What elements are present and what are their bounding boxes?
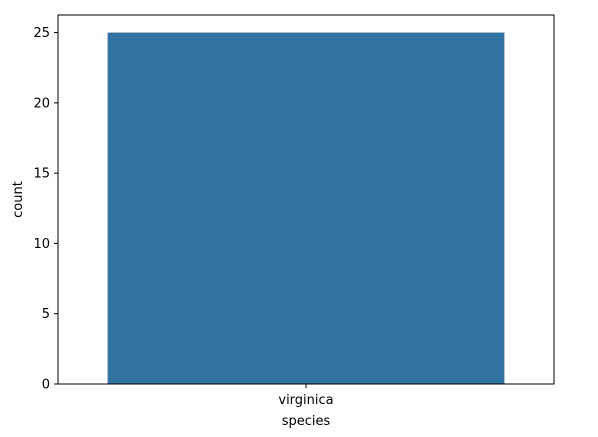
y-axis: 0 5 10 15 20 25	[33, 26, 58, 392]
y-tick-label: 5	[42, 307, 50, 322]
plot-area	[108, 33, 505, 384]
x-axis: virginica	[278, 384, 333, 408]
x-tick-label: virginica	[278, 393, 333, 408]
y-tick-label: 25	[33, 26, 50, 41]
y-tick-label: 0	[42, 378, 50, 393]
bar-virginica	[108, 33, 505, 384]
y-tick-label: 15	[33, 167, 50, 182]
x-axis-label: species	[282, 414, 331, 429]
y-tick-label: 20	[33, 96, 50, 111]
y-tick-label: 10	[33, 237, 50, 252]
y-axis-label: count	[11, 181, 26, 218]
